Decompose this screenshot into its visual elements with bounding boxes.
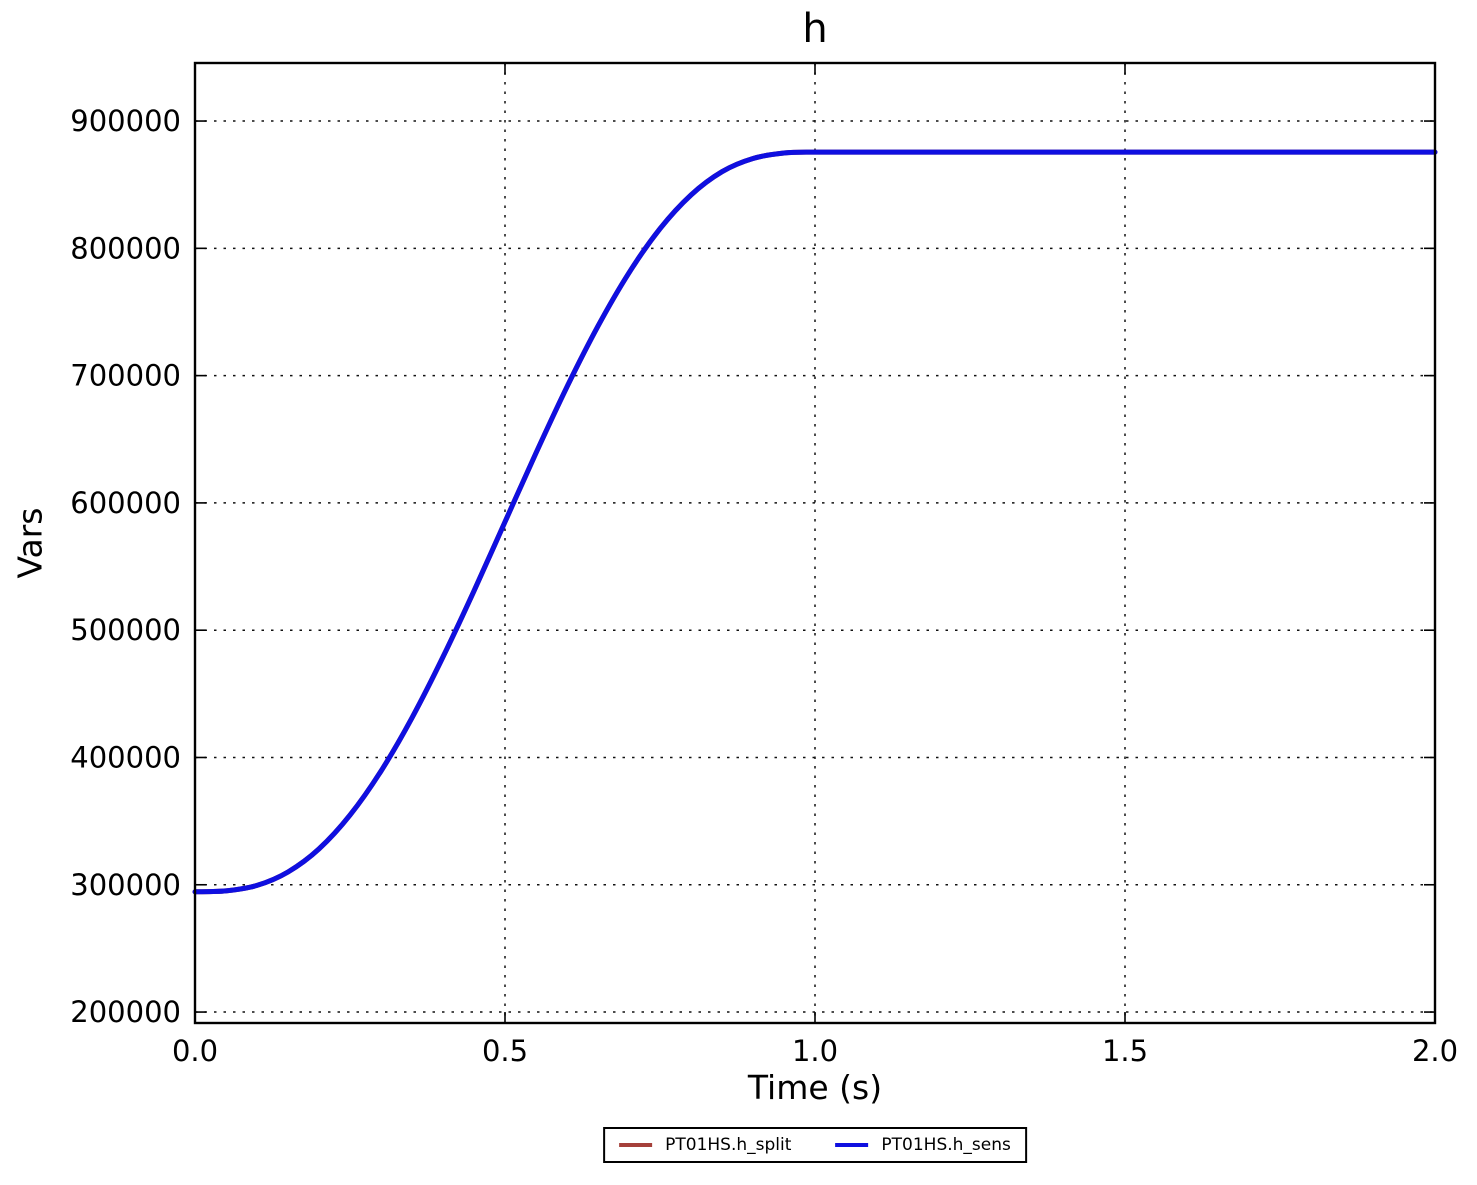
y-tick-label: 900000	[70, 104, 181, 138]
y-tick-label: 200000	[70, 995, 181, 1029]
series-line-PT01HS.h_sens	[192, 149, 1438, 895]
chart-title: h	[802, 6, 828, 52]
legend-item-h-split: PT01HS.h_split	[619, 1135, 791, 1155]
y-tick-label: 700000	[70, 359, 181, 393]
x-tick-label: 2.0	[1412, 1034, 1458, 1068]
y-axis-label: Vars	[10, 507, 50, 579]
x-tick-label: 0.0	[172, 1034, 218, 1068]
x-tick-label: 1.5	[1102, 1034, 1148, 1068]
y-tick-label: 600000	[70, 486, 181, 520]
legend-label-h-sens: PT01HS.h_sens	[881, 1135, 1011, 1155]
y-tick-label: 500000	[70, 613, 181, 647]
legend-item-h-sens: PT01HS.h_sens	[835, 1135, 1011, 1155]
y-tick-label: 300000	[70, 868, 181, 902]
x-tick-label: 1.0	[792, 1034, 838, 1068]
plot-frame	[193, 61, 1437, 1025]
legend-line-sample-h-split	[619, 1143, 653, 1147]
legend: PT01HS.h_split PT01HS.h_sens	[603, 1127, 1027, 1163]
legend-line-sample-h-sens	[835, 1143, 869, 1147]
x-tick-label: 0.5	[482, 1034, 528, 1068]
y-tick-label: 400000	[70, 740, 181, 774]
x-axis-label: Time (s)	[747, 1068, 883, 1107]
y-tick-label: 800000	[70, 231, 181, 265]
legend-label-h-split: PT01HS.h_split	[665, 1135, 792, 1155]
